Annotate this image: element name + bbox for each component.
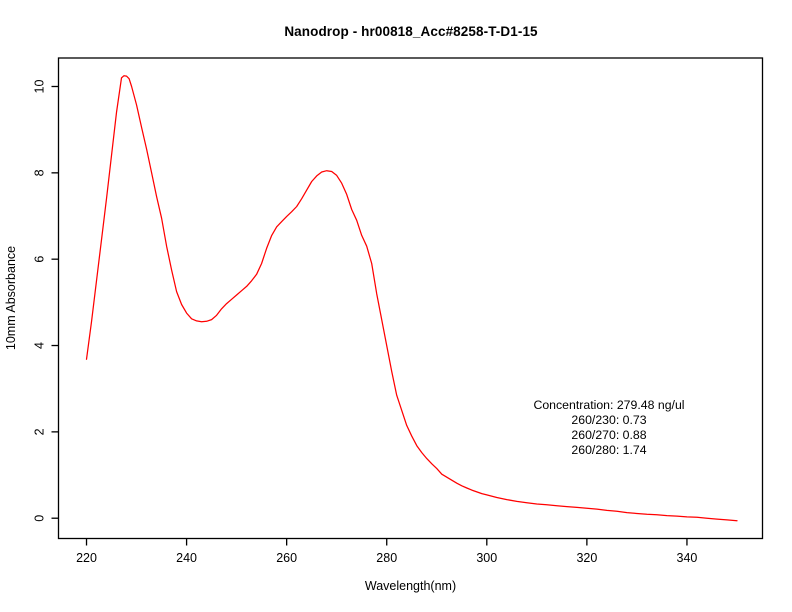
y-tick-label: 8 bbox=[33, 169, 47, 176]
x-tick-label: 220 bbox=[76, 551, 97, 565]
x-tick-label: 300 bbox=[476, 551, 497, 565]
annotation-line-260-280: 260/280: 1.74 bbox=[571, 443, 647, 457]
y-tick-label: 0 bbox=[33, 515, 47, 522]
x-tick-label: 240 bbox=[176, 551, 197, 565]
y-tick-label: 4 bbox=[33, 342, 47, 349]
y-tick-label: 6 bbox=[33, 256, 47, 263]
y-tick-label: 2 bbox=[33, 428, 47, 435]
plot-box bbox=[57, 57, 764, 540]
chart-title: Nanodrop - hr00818_Acc#8258-T-D1-15 bbox=[284, 24, 538, 39]
x-tick-label: 260 bbox=[276, 551, 297, 565]
y-axis-label: 10mm Absorbance bbox=[4, 245, 18, 351]
spectrum-line bbox=[85, 75, 738, 522]
annotation-line-260-230: 260/230: 0.73 bbox=[571, 413, 647, 427]
x-tick-label: 280 bbox=[376, 551, 397, 565]
x-axis-label: Wavelength(nm) bbox=[364, 579, 457, 593]
annotation-line-concentration: Concentration: 279.48 ng/ul bbox=[533, 398, 685, 412]
y-tick-label: 10 bbox=[33, 79, 47, 93]
x-tick-label: 340 bbox=[677, 551, 698, 565]
annotation-line-260-270: 260/270: 0.88 bbox=[571, 428, 647, 442]
x-tick-label: 320 bbox=[576, 551, 597, 565]
stats-annotation: Concentration: 279.48 ng/ul 260/230: 0.7… bbox=[533, 398, 684, 458]
